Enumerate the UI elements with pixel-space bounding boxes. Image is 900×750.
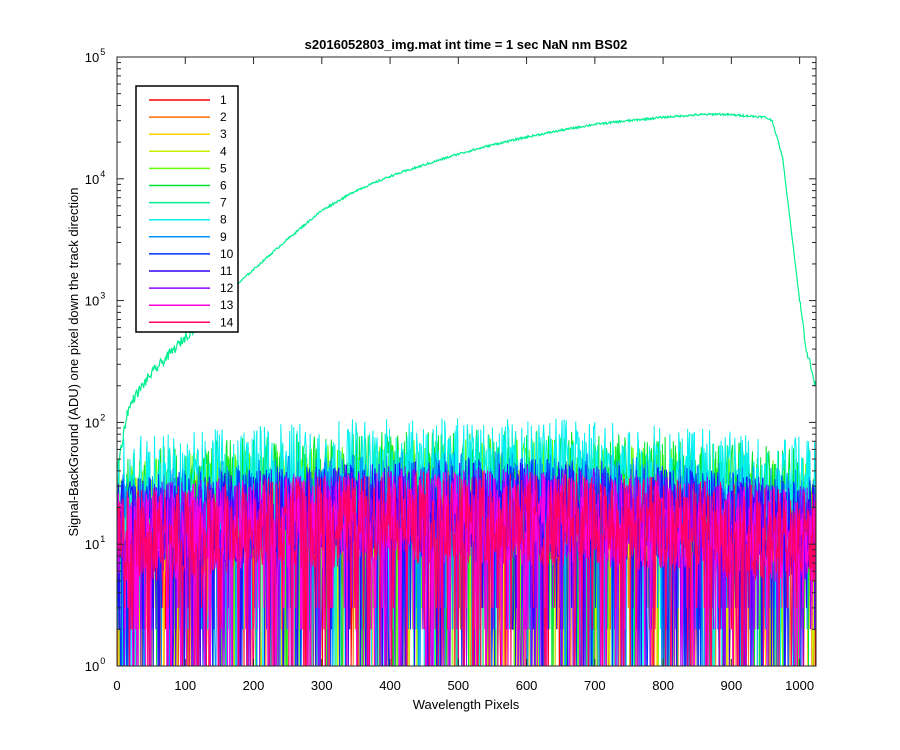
x-tick-label: 700 — [584, 678, 606, 693]
y-tick-exponent: 5 — [100, 47, 105, 57]
legend-item-5: 5 — [149, 161, 227, 175]
x-axis: 0 100 200 300 400 500 600 700 800 900 1000 — [113, 57, 814, 693]
series-14-line — [116, 471, 816, 667]
legend-item-2: 2 — [149, 110, 227, 124]
x-tick-label: 100 — [174, 678, 196, 693]
legend-label: 9 — [220, 230, 227, 244]
plot-area — [116, 112, 816, 667]
chart-title: s2016052803_img.mat int time = 1 sec NaN… — [305, 37, 628, 52]
legend-label: 12 — [220, 281, 234, 295]
legend-label: 4 — [220, 144, 227, 158]
x-tick-label: 400 — [379, 678, 401, 693]
y-tick-exponent: 0 — [100, 656, 105, 666]
legend-label: 8 — [220, 213, 227, 227]
legend-label: 13 — [220, 298, 234, 312]
legend-label: 7 — [220, 196, 227, 210]
x-tick-label: 200 — [243, 678, 265, 693]
legend-label: 6 — [220, 179, 227, 193]
legend-label: 10 — [220, 247, 234, 261]
legend-label: 14 — [220, 315, 234, 329]
legend-item-9: 9 — [149, 230, 227, 244]
x-tick-label: 500 — [447, 678, 469, 693]
legend-item-12: 12 — [149, 281, 234, 295]
legend-item-8: 8 — [149, 213, 227, 227]
legend-item-13: 13 — [149, 298, 234, 312]
legend-label: 3 — [220, 127, 227, 141]
y-axis-label: Signal-BackGround (ADU) one pixel down t… — [66, 187, 81, 536]
axes-box — [116, 56, 817, 667]
y-tick-exponent: 3 — [100, 291, 105, 301]
legend-item-7: 7 — [149, 196, 227, 210]
legend-item-11: 11 — [149, 264, 233, 278]
noise-traces — [116, 418, 816, 667]
legend-item-3: 3 — [149, 127, 227, 141]
legend-box — [135, 85, 239, 333]
x-axis-label: Wavelength Pixels — [413, 697, 520, 712]
legend-item-10: 10 — [149, 247, 234, 261]
y-tick-exponent: 4 — [100, 169, 105, 179]
legend-item-6: 6 — [149, 179, 227, 193]
x-tick-label: 600 — [516, 678, 538, 693]
x-tick-label: 800 — [652, 678, 674, 693]
legend-label: 1 — [220, 93, 227, 107]
x-tick-label: 1000 — [785, 678, 814, 693]
legend-label: 11 — [220, 264, 233, 278]
x-tick-label: 900 — [721, 678, 743, 693]
y-tick-exponent: 2 — [100, 412, 105, 422]
legend-label: 5 — [220, 161, 227, 175]
legend-item-4: 4 — [149, 144, 227, 158]
x-tick-label: 300 — [311, 678, 333, 693]
legend-label: 2 — [220, 110, 227, 124]
x-tick-label: 0 — [113, 678, 120, 693]
legend-item-14: 14 — [149, 315, 234, 329]
legend-item-1: 1 — [149, 93, 227, 107]
y-tick-exponent: 1 — [100, 534, 105, 544]
